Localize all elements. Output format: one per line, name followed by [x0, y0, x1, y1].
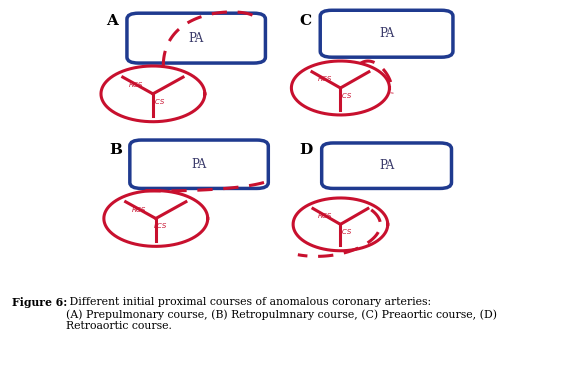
- Text: B: B: [109, 143, 122, 156]
- Text: Different initial proximal courses of anomalous coronary arteries:
(A) Prepulmon: Different initial proximal courses of an…: [66, 297, 497, 331]
- Text: PA: PA: [189, 32, 204, 45]
- Text: PA: PA: [379, 159, 394, 172]
- FancyBboxPatch shape: [320, 10, 453, 57]
- Text: LCS: LCS: [154, 223, 168, 229]
- Text: RCS: RCS: [129, 82, 144, 88]
- Text: Figure 6:: Figure 6:: [12, 297, 67, 308]
- Text: C: C: [299, 14, 312, 27]
- Text: LCS: LCS: [151, 99, 165, 105]
- Text: RCS: RCS: [317, 76, 332, 82]
- FancyBboxPatch shape: [127, 13, 265, 63]
- Text: RCS: RCS: [132, 206, 147, 212]
- Text: A: A: [107, 14, 118, 27]
- Text: LCS: LCS: [339, 92, 352, 99]
- Text: PA: PA: [192, 158, 207, 171]
- Text: D: D: [299, 143, 312, 156]
- Text: LCS: LCS: [339, 229, 352, 235]
- FancyBboxPatch shape: [322, 143, 451, 188]
- Text: PA: PA: [379, 27, 394, 40]
- FancyBboxPatch shape: [130, 140, 268, 188]
- Text: RCS: RCS: [318, 213, 332, 219]
